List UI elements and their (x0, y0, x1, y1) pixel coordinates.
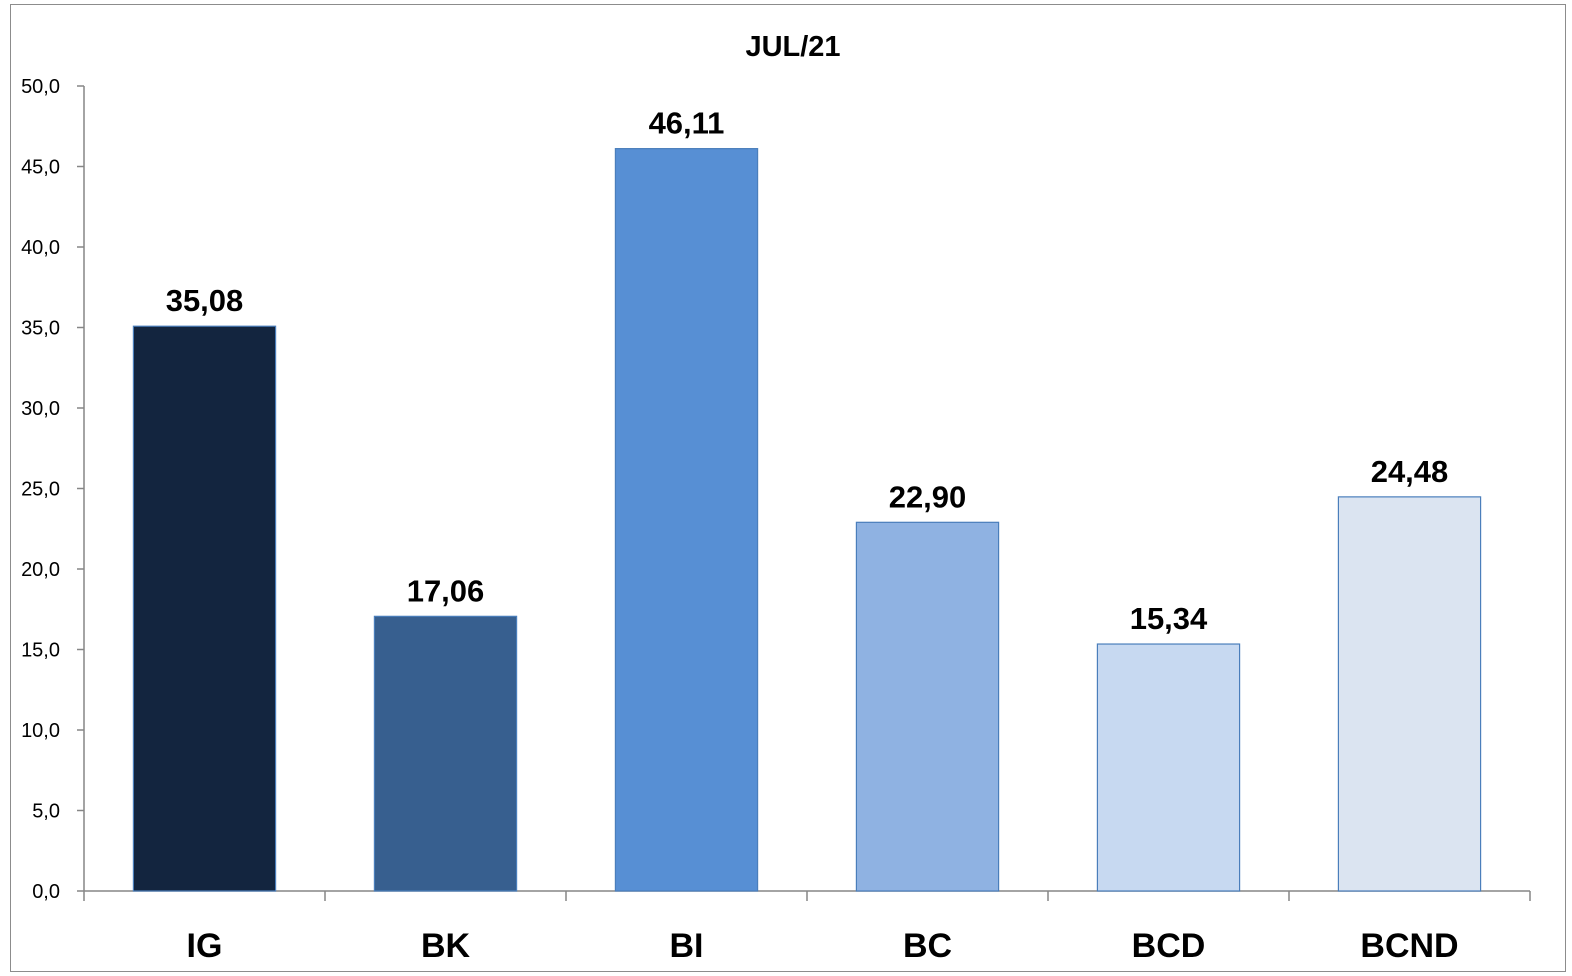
data-label-bk: 17,06 (407, 573, 485, 608)
bar-ig (132, 325, 277, 892)
y-tick-label: 15,0 (21, 640, 60, 662)
y-axis-ticks: 0,0 5,0 10,0 15,0 20,0 25,0 30,0 35,0 40,0 45,0 50… (21, 76, 84, 903)
axes (83, 86, 1530, 892)
y-tick-label: 5,0 (32, 801, 60, 823)
y-tick-label: 0,0 (32, 881, 60, 903)
data-label-ig: 35,08 (166, 283, 244, 318)
data-label-bi: 46,11 (649, 106, 725, 141)
y-tick-label: 40,0 (21, 237, 60, 259)
y-tick-label: 50,0 (21, 76, 60, 98)
x-tick-label-bc: BC (903, 927, 952, 965)
bar-bi (614, 148, 759, 892)
x-tick-label-ig: IG (187, 927, 223, 965)
y-tick-label: 25,0 (21, 479, 60, 501)
bar-bc (855, 521, 1000, 892)
data-label-bc: 22,90 (889, 479, 967, 514)
data-label-bcnd: 24,48 (1371, 454, 1449, 489)
y-tick-label: 20,0 (21, 559, 60, 581)
x-tick-label-bi: BI (670, 927, 704, 965)
data-label-bcd: 15,34 (1130, 601, 1208, 636)
y-tick-label: 45,0 (21, 157, 60, 179)
x-tick-label-bcd: BCD (1132, 927, 1206, 965)
chart-title: JUL/21 (745, 31, 840, 63)
y-tick-label: 30,0 (21, 398, 60, 420)
y-tick-label: 35,0 (21, 318, 60, 340)
x-axis-ticks: IG BK BI BC BCD BCND (83, 891, 1531, 965)
bar-bcd (1096, 643, 1241, 892)
bars (132, 148, 1482, 892)
bar-bcnd (1337, 496, 1482, 892)
data-labels: 35,08 17,06 46,11 22,90 15,34 24,48 (166, 106, 1449, 636)
x-tick-label-bk: BK (421, 927, 471, 965)
bar-bk (373, 615, 518, 892)
y-tick-label: 10,0 (21, 720, 60, 742)
x-tick-label-bcnd: BCND (1360, 927, 1458, 965)
